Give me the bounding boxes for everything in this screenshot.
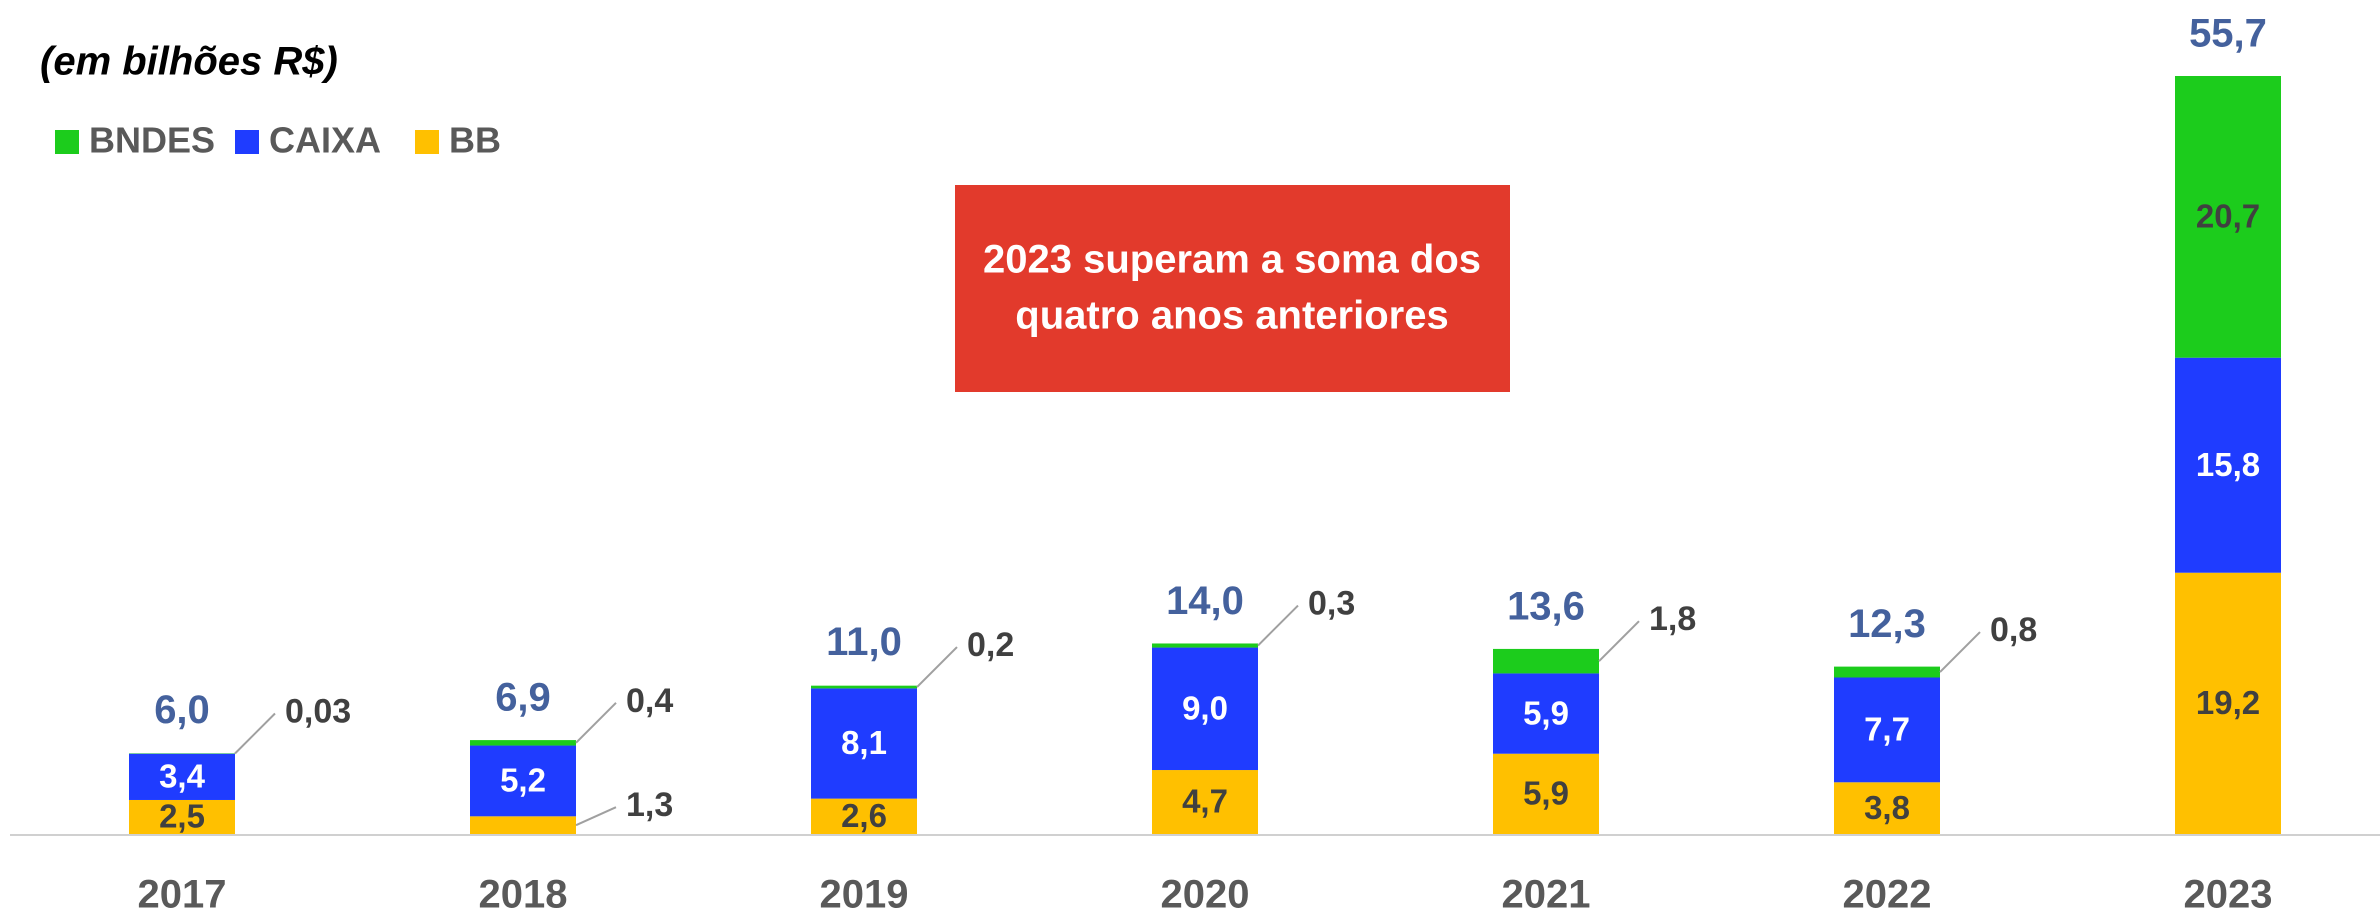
bar-segment	[129, 753, 235, 800]
data-label: 0,8	[1990, 611, 2037, 649]
x-tick-label: 2017	[138, 873, 227, 917]
legend-swatch	[415, 130, 439, 154]
bar-segment	[470, 816, 576, 834]
data-label: 0,03	[285, 692, 351, 730]
annotation: 2023 superam a soma dos	[983, 238, 1481, 282]
bar-segment	[1493, 648, 1599, 674]
total-label: 55,7	[2189, 12, 2267, 56]
leader-line	[1939, 631, 1981, 673]
leader-line	[575, 806, 617, 827]
total-label: 13,6	[1507, 584, 1585, 628]
leader-line	[234, 712, 276, 755]
x-tick-label: 2022	[1843, 873, 1932, 917]
legend-label: CAIXA	[269, 120, 381, 161]
bar-segment	[1493, 753, 1599, 834]
bar-segment	[470, 740, 576, 746]
leader-line	[575, 702, 617, 744]
legend-label: BNDES	[89, 120, 215, 161]
bar-segment	[1834, 666, 1940, 678]
leader-line	[1257, 604, 1299, 647]
data-label: 4,7	[1182, 783, 1228, 820]
total-label: 11,0	[826, 620, 902, 664]
data-label: 8,1	[841, 724, 887, 761]
annotation-box	[955, 185, 1510, 392]
data-label: 2,5	[159, 798, 205, 835]
subtitle: (em bilhões R$)	[40, 40, 338, 84]
bar-segment	[1834, 782, 1940, 834]
total-label: 6,0	[154, 688, 210, 732]
data-label: 20,7	[2196, 198, 2260, 235]
legend-label: BB	[449, 120, 501, 161]
x-tick-label: 2020	[1161, 873, 1250, 917]
leader-line	[1598, 620, 1640, 662]
bar-segment	[811, 688, 917, 799]
data-label: 5,9	[1523, 694, 1569, 731]
x-tick-label: 2019	[820, 873, 909, 917]
x-tick-label: 2021	[1502, 873, 1591, 917]
bar-segment	[811, 685, 917, 689]
total-label: 6,9	[495, 676, 551, 720]
data-label: 0,4	[626, 682, 673, 720]
data-label: 7,7	[1864, 711, 1910, 748]
leader-line	[916, 646, 958, 688]
bar-segment	[1834, 677, 1940, 783]
bar-segment	[1493, 673, 1599, 754]
data-label: 1,8	[1649, 600, 1696, 638]
data-label: 1,3	[626, 786, 673, 824]
data-label: 2,6	[841, 797, 887, 834]
bar-segment	[1152, 647, 1258, 771]
x-tick-label: 2023	[2184, 873, 2273, 917]
bar-segment	[2175, 357, 2281, 573]
bar-segment	[811, 798, 917, 834]
data-label: 19,2	[2196, 684, 2260, 721]
data-label: 5,9	[1523, 775, 1569, 812]
data-label: 3,4	[159, 758, 206, 795]
total-label: 12,3	[1848, 602, 1926, 646]
bar-segment	[2175, 76, 2281, 358]
annotation: quatro anos anteriores	[1015, 294, 1448, 338]
bar-segment	[129, 799, 235, 834]
total-label: 14,0	[1166, 579, 1244, 623]
data-label: 0,3	[1308, 585, 1355, 623]
legend-swatch	[235, 130, 259, 154]
legend-swatch	[55, 130, 79, 154]
bar-segment	[2175, 572, 2281, 834]
x-tick-label: 2018	[479, 873, 568, 917]
data-label: 9,0	[1182, 690, 1228, 727]
bar-segment	[1152, 643, 1258, 648]
data-label: 3,8	[1864, 789, 1910, 826]
data-label: 0,2	[967, 626, 1014, 664]
bar-segment	[1152, 770, 1258, 834]
bar-segment	[470, 745, 576, 817]
data-label: 15,8	[2196, 446, 2260, 483]
data-label: 5,2	[500, 762, 546, 799]
